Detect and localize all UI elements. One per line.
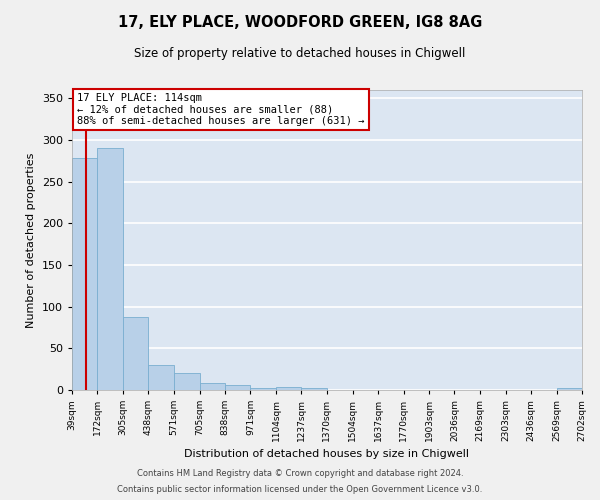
Bar [250, 388, 276, 390]
Bar [301, 388, 327, 390]
Bar [123, 316, 148, 390]
Bar [276, 386, 301, 390]
Bar [72, 158, 97, 390]
Bar [200, 384, 225, 390]
Bar [225, 385, 250, 390]
Y-axis label: Number of detached properties: Number of detached properties [26, 152, 36, 328]
Text: 17, ELY PLACE, WOODFORD GREEN, IG8 8AG: 17, ELY PLACE, WOODFORD GREEN, IG8 8AG [118, 15, 482, 30]
X-axis label: Distribution of detached houses by size in Chigwell: Distribution of detached houses by size … [185, 450, 470, 460]
Bar [557, 388, 582, 390]
Bar [148, 365, 174, 390]
Text: Size of property relative to detached houses in Chigwell: Size of property relative to detached ho… [134, 48, 466, 60]
Text: Contains HM Land Registry data © Crown copyright and database right 2024.: Contains HM Land Registry data © Crown c… [137, 468, 463, 477]
Text: Contains public sector information licensed under the Open Government Licence v3: Contains public sector information licen… [118, 485, 482, 494]
Text: 17 ELY PLACE: 114sqm
← 12% of detached houses are smaller (88)
88% of semi-detac: 17 ELY PLACE: 114sqm ← 12% of detached h… [77, 93, 365, 126]
Bar [97, 148, 123, 390]
Bar [174, 374, 200, 390]
